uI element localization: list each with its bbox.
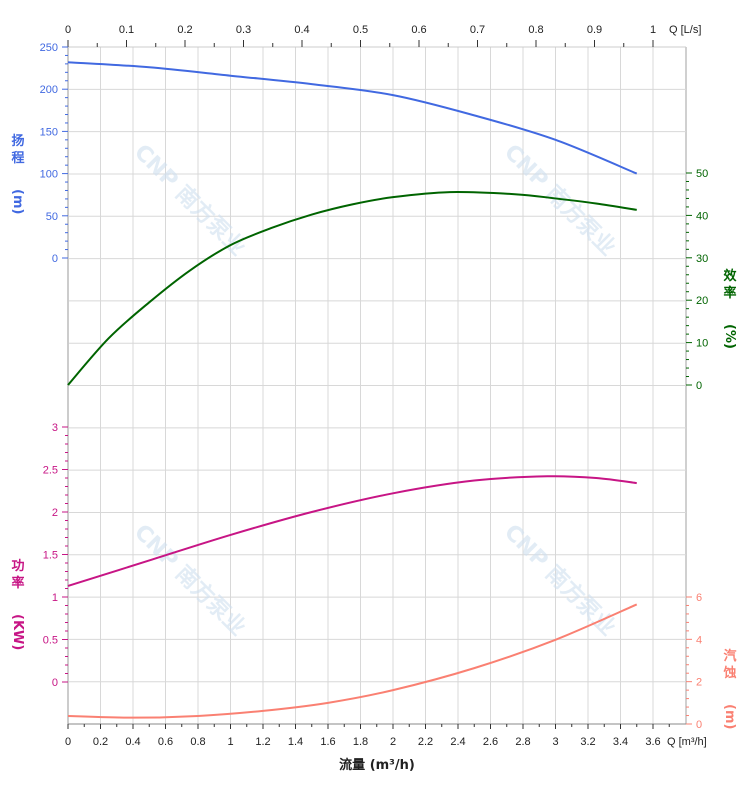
top-tick-label: 0.1 xyxy=(119,24,134,36)
watermark-logo: CNP 南方泵业 xyxy=(129,139,251,261)
y-axis-title-unit: (m) xyxy=(722,704,737,729)
watermark-logo: CNP 南方泵业 xyxy=(499,519,621,641)
y-tick-label: 0 xyxy=(696,380,702,392)
x-tick-label: 2.6 xyxy=(483,736,498,748)
top-tick-label: 0.8 xyxy=(528,24,543,36)
y-tick-label: 10 xyxy=(696,338,708,350)
y-tick-label: 0 xyxy=(52,253,58,265)
watermark-logo: CNP 南方泵业 xyxy=(129,519,251,641)
y-tick-label: 0 xyxy=(52,677,58,689)
y-axis-title: 汽蚀 (m) xyxy=(722,648,737,729)
y-axis-title-unit: (%) xyxy=(722,324,737,349)
curve-power xyxy=(67,475,637,587)
y-tick-label: 3 xyxy=(52,422,58,434)
x-tick-label: 0.8 xyxy=(190,736,205,748)
y-tick-label: 100 xyxy=(40,169,58,181)
x-tick-label: 0.6 xyxy=(158,736,173,748)
y-tick-label: 0 xyxy=(696,719,702,731)
y-axis-title: 效率 (%) xyxy=(722,268,737,349)
x-tick-label: 2.2 xyxy=(418,736,433,748)
x-tick-label: 3.4 xyxy=(613,736,628,748)
x-tick-label: 1.4 xyxy=(288,736,303,748)
top-tick-label: 0.7 xyxy=(470,24,485,36)
y-axis-title-char: 汽 xyxy=(723,648,736,664)
x-tick-label: 0.2 xyxy=(93,736,108,748)
curve-npsh xyxy=(67,603,638,719)
x-tick-label: 2 xyxy=(390,736,396,748)
y-tick-label: 2 xyxy=(52,507,58,519)
y-axis-title-char: 功 xyxy=(11,559,24,574)
x-tick-label: 2.4 xyxy=(450,736,465,748)
y-tick-label: 0.5 xyxy=(43,635,58,647)
y-axis-title-unit: (m) xyxy=(10,189,25,214)
y-tick-label: 20 xyxy=(696,295,708,307)
y-tick-label: 1 xyxy=(52,592,58,604)
x-tick-label: 3.2 xyxy=(580,736,595,748)
top-tick-label: 0 xyxy=(65,24,71,36)
y-axis-title-char: 率 xyxy=(11,575,24,591)
x-tick-label: 1.6 xyxy=(320,736,335,748)
top-tick-label: 0.2 xyxy=(177,24,192,36)
y-axis-title-char: 扬 xyxy=(11,133,24,149)
y-axis-title-unit: (KW) xyxy=(10,614,25,650)
x-tick-label: 0.4 xyxy=(125,736,140,748)
y-tick-label: 30 xyxy=(696,253,708,265)
y-tick-label: 1.5 xyxy=(43,550,58,562)
top-tick-label: 1 xyxy=(650,24,656,36)
y-tick-label: 50 xyxy=(46,211,58,223)
y-axis-title-char: 效 xyxy=(723,268,737,284)
x-tick-label: 3 xyxy=(552,736,558,748)
y-tick-label: 2 xyxy=(696,677,702,689)
y-tick-label: 2.5 xyxy=(43,465,58,477)
x-tick-label: 1.8 xyxy=(353,736,368,748)
top-axis-unit-label: Q [L/s] xyxy=(669,24,701,36)
y-tick-label: 50 xyxy=(696,168,708,180)
x-axis-title: 流量 (m³/h) xyxy=(339,757,415,773)
y-tick-label: 200 xyxy=(40,84,58,96)
x-tick-label: 2.8 xyxy=(515,736,530,748)
top-tick-label: 0.9 xyxy=(587,24,602,36)
y-axis-title-char: 率 xyxy=(723,285,736,301)
x-tick-label: 3.6 xyxy=(645,736,660,748)
y-tick-label: 150 xyxy=(40,126,58,138)
watermark-logo: CNP 南方泵业 xyxy=(499,139,621,261)
x-tick-label: 1 xyxy=(227,736,233,748)
x-tick-label: 1.2 xyxy=(255,736,270,748)
x-axis-unit-label: Q [m³/h] xyxy=(667,736,707,748)
y-axis-title-char: 蚀 xyxy=(722,665,736,681)
y-axis-title: 功率 (KW) xyxy=(10,559,25,650)
top-tick-label: 0.4 xyxy=(294,24,309,36)
axes: 0 0.2 0.4 0.6 0.8 1 1.2 1.4 1.6 1.8 2 2.2 2.4 2.6 2.8 3… xyxy=(10,24,737,748)
y-axis-title: 扬程 (m) xyxy=(10,133,25,214)
top-tick-label: 0.6 xyxy=(411,24,426,36)
y-tick-label: 6 xyxy=(696,592,702,604)
top-tick-label: 0.5 xyxy=(353,24,368,36)
curve-efficiency xyxy=(67,190,637,386)
curves xyxy=(67,61,638,719)
watermarks: CNP 南方泵业 CNP 南方泵业 CNP 南方泵业 CNP 南方泵业 xyxy=(129,139,621,641)
y-axis-title-char: 程 xyxy=(11,151,24,166)
y-tick-label: 4 xyxy=(696,634,702,646)
y-tick-label: 250 xyxy=(40,42,58,54)
curve-head xyxy=(67,61,638,175)
top-tick-label: 0.3 xyxy=(236,24,251,36)
y-tick-label: 40 xyxy=(696,210,708,222)
x-tick-label: 0 xyxy=(65,736,71,748)
